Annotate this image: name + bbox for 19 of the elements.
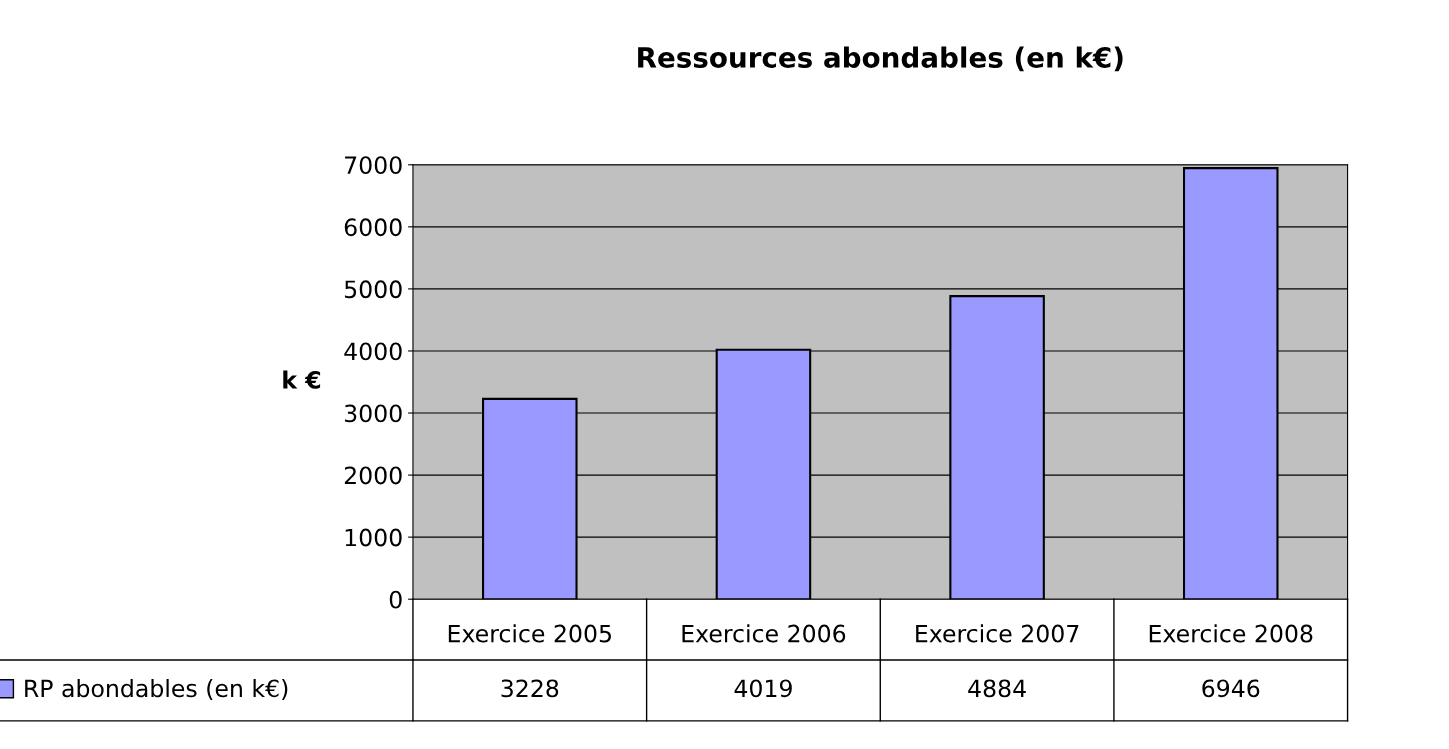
legend-label: RP abondables (en k€) xyxy=(25,679,288,701)
y-tick-label: 0 xyxy=(389,590,402,609)
x-tick-label: Exercice 2006 xyxy=(682,624,846,643)
x-tick-label: Exercice 2005 xyxy=(448,624,611,643)
y-axis-title: k € xyxy=(283,370,321,389)
y-tick-label: 2000 xyxy=(344,466,402,485)
x-tick-label: Exercice 2007 xyxy=(916,624,1079,643)
x-tick-label: Exercice 2008 xyxy=(1149,624,1313,643)
y-tick-label: 5000 xyxy=(344,280,402,299)
y-tick-label: 3000 xyxy=(344,404,402,423)
y-tick-label: 7000 xyxy=(345,156,402,175)
y-tick-label: 6000 xyxy=(344,218,402,237)
chart-title: Ressources abondables (en k€) xyxy=(638,46,1123,72)
data-label: 6946 xyxy=(1202,679,1260,698)
y-tick-label: 1000 xyxy=(345,528,402,547)
data-label: 3228 xyxy=(501,679,559,698)
data-label: 4884 xyxy=(968,679,1026,698)
y-tick-label: 4000 xyxy=(344,342,402,361)
data-label: 4019 xyxy=(734,679,792,698)
